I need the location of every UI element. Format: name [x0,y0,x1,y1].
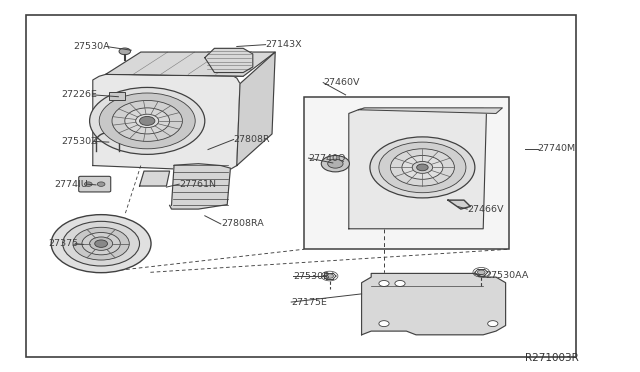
Bar [304,97,509,249]
Polygon shape [362,273,506,335]
Circle shape [95,240,108,247]
Circle shape [390,149,454,186]
Polygon shape [170,164,230,209]
Circle shape [51,215,151,273]
Text: 27530A: 27530A [74,42,110,51]
Text: 27808RA: 27808RA [221,219,264,228]
Bar [109,92,125,100]
Circle shape [328,159,343,168]
Circle shape [417,164,428,171]
Polygon shape [349,108,486,229]
Bar [26,15,576,357]
Text: 27530AA: 27530AA [485,271,529,280]
Circle shape [321,155,349,172]
Polygon shape [93,74,240,171]
Text: 27375: 27375 [48,239,78,248]
Circle shape [82,232,120,255]
Circle shape [99,93,195,149]
Text: 27740Q: 27740Q [308,154,346,163]
Text: R271003R: R271003R [525,353,579,363]
Polygon shape [237,52,275,166]
Text: 27175E: 27175E [291,298,327,307]
Circle shape [112,100,182,141]
Text: 2774IU: 2774IU [54,180,88,189]
Circle shape [136,114,159,128]
Polygon shape [205,48,253,73]
Circle shape [379,280,389,286]
Circle shape [63,221,140,266]
Text: 27226E: 27226E [61,90,97,99]
Circle shape [125,108,170,134]
Text: 27460V: 27460V [323,78,360,87]
Polygon shape [448,200,470,209]
FancyBboxPatch shape [79,176,111,192]
Polygon shape [106,52,275,76]
Circle shape [477,270,485,275]
Circle shape [326,274,333,278]
Circle shape [119,48,131,55]
Polygon shape [358,108,502,113]
Circle shape [140,116,155,125]
Text: 27808R: 27808R [234,135,270,144]
Circle shape [402,155,443,179]
Circle shape [379,142,466,193]
Circle shape [379,321,389,327]
Circle shape [84,182,92,186]
Circle shape [73,227,129,260]
Circle shape [90,87,205,154]
Polygon shape [140,171,170,186]
Circle shape [412,161,433,173]
Text: 27466V: 27466V [467,205,504,214]
Circle shape [90,237,113,250]
Circle shape [97,182,105,186]
Text: 27530B: 27530B [293,272,330,280]
Circle shape [395,280,405,286]
Circle shape [488,321,498,327]
Text: 27740M: 27740M [538,144,576,153]
Text: 27143X: 27143X [266,40,302,49]
Text: 27761N: 27761N [179,180,216,189]
Text: 27530Z: 27530Z [61,137,97,146]
Circle shape [370,137,475,198]
